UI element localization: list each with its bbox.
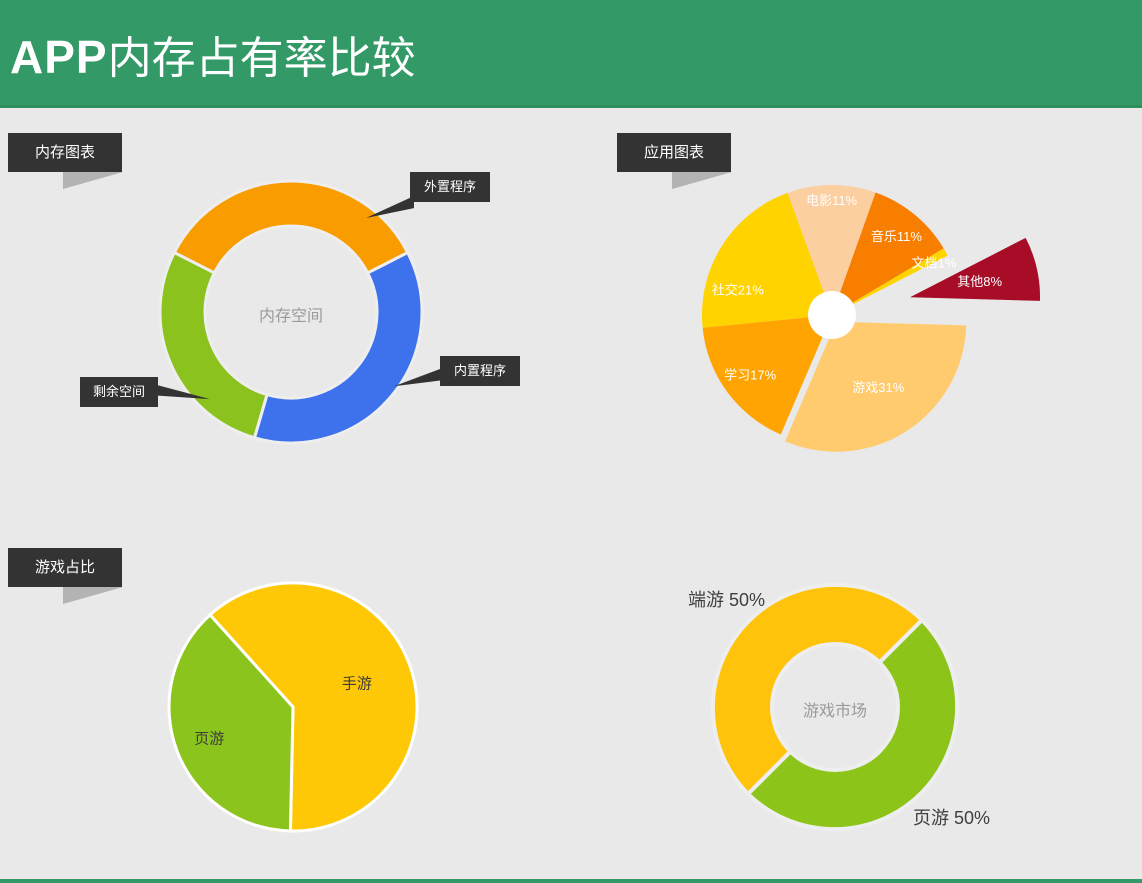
section-tab-games: 游戏占比 [8,548,123,604]
market-label-web-games: 页游 50% [913,808,991,828]
slice-文档 [832,248,948,315]
slice-内置程序 [252,251,424,445]
memory-donut-chart [158,179,424,445]
page-title-app: APP [10,31,108,83]
slice-外置程序 [172,179,410,275]
section-tab-games-label: 游戏占比 [8,548,122,587]
slice-社交 [701,192,832,328]
market-donut-center-label: 游戏市场 [802,703,867,720]
slice-label-学习: 学习17% [724,367,776,382]
pie-center-hole [808,291,856,339]
callout-external-programs: 外置程序 [410,172,490,202]
slice-电影 [787,184,876,315]
section-tab-memory-label: 内存图表 [8,133,122,172]
slice-label-音乐: 音乐11% [871,229,922,244]
slice-游戏 [785,321,967,452]
slice-label-文档: 文档1% [912,256,957,271]
section-tab-memory: 内存图表 [8,133,123,189]
slice-label-手游: 手游 [342,676,372,693]
page-title: APP内存占有率比较 [10,22,416,86]
memory-donut-center-label: 内存空间 [258,308,323,325]
section-tab-apps-label: 应用图表 [617,133,731,172]
callout-free-space: 剩余空间 [80,377,158,407]
slice-页游 [746,618,960,832]
tab-fold-shape [63,172,123,189]
slice-其他 [910,237,1041,301]
bottom-accent-bar [0,879,1142,883]
callout-builtin-programs: 内置程序 [440,356,520,386]
slice-音乐 [832,192,944,315]
page-title-rest: 内存占有率比较 [107,34,416,83]
slice-学习 [702,315,832,435]
tab-fold-shape [63,587,123,604]
app-pie-chart: 电影11% 音乐11% 文档1%其他8% 游戏31% 学习17% 社交21% [701,184,1041,452]
slice-label-其他: 其他8% [957,274,1002,289]
slice-label-电影: 电影11% [806,193,857,208]
slice-label-游戏: 游戏31% [852,380,904,395]
slice-label-社交: 社交21% [712,282,764,297]
market-donut-chart [710,582,960,832]
header-banner: APP内存占有率比较 [0,0,1142,108]
slice-剩余空间 [158,251,269,440]
slice-label-页游: 页游 [194,730,224,747]
market-label-client-games: 端游 50% [688,590,766,610]
slice-端游 [710,582,924,796]
slice-手游 [208,581,419,833]
slice-页游 [167,613,295,833]
section-tab-apps: 应用图表 [617,133,732,189]
